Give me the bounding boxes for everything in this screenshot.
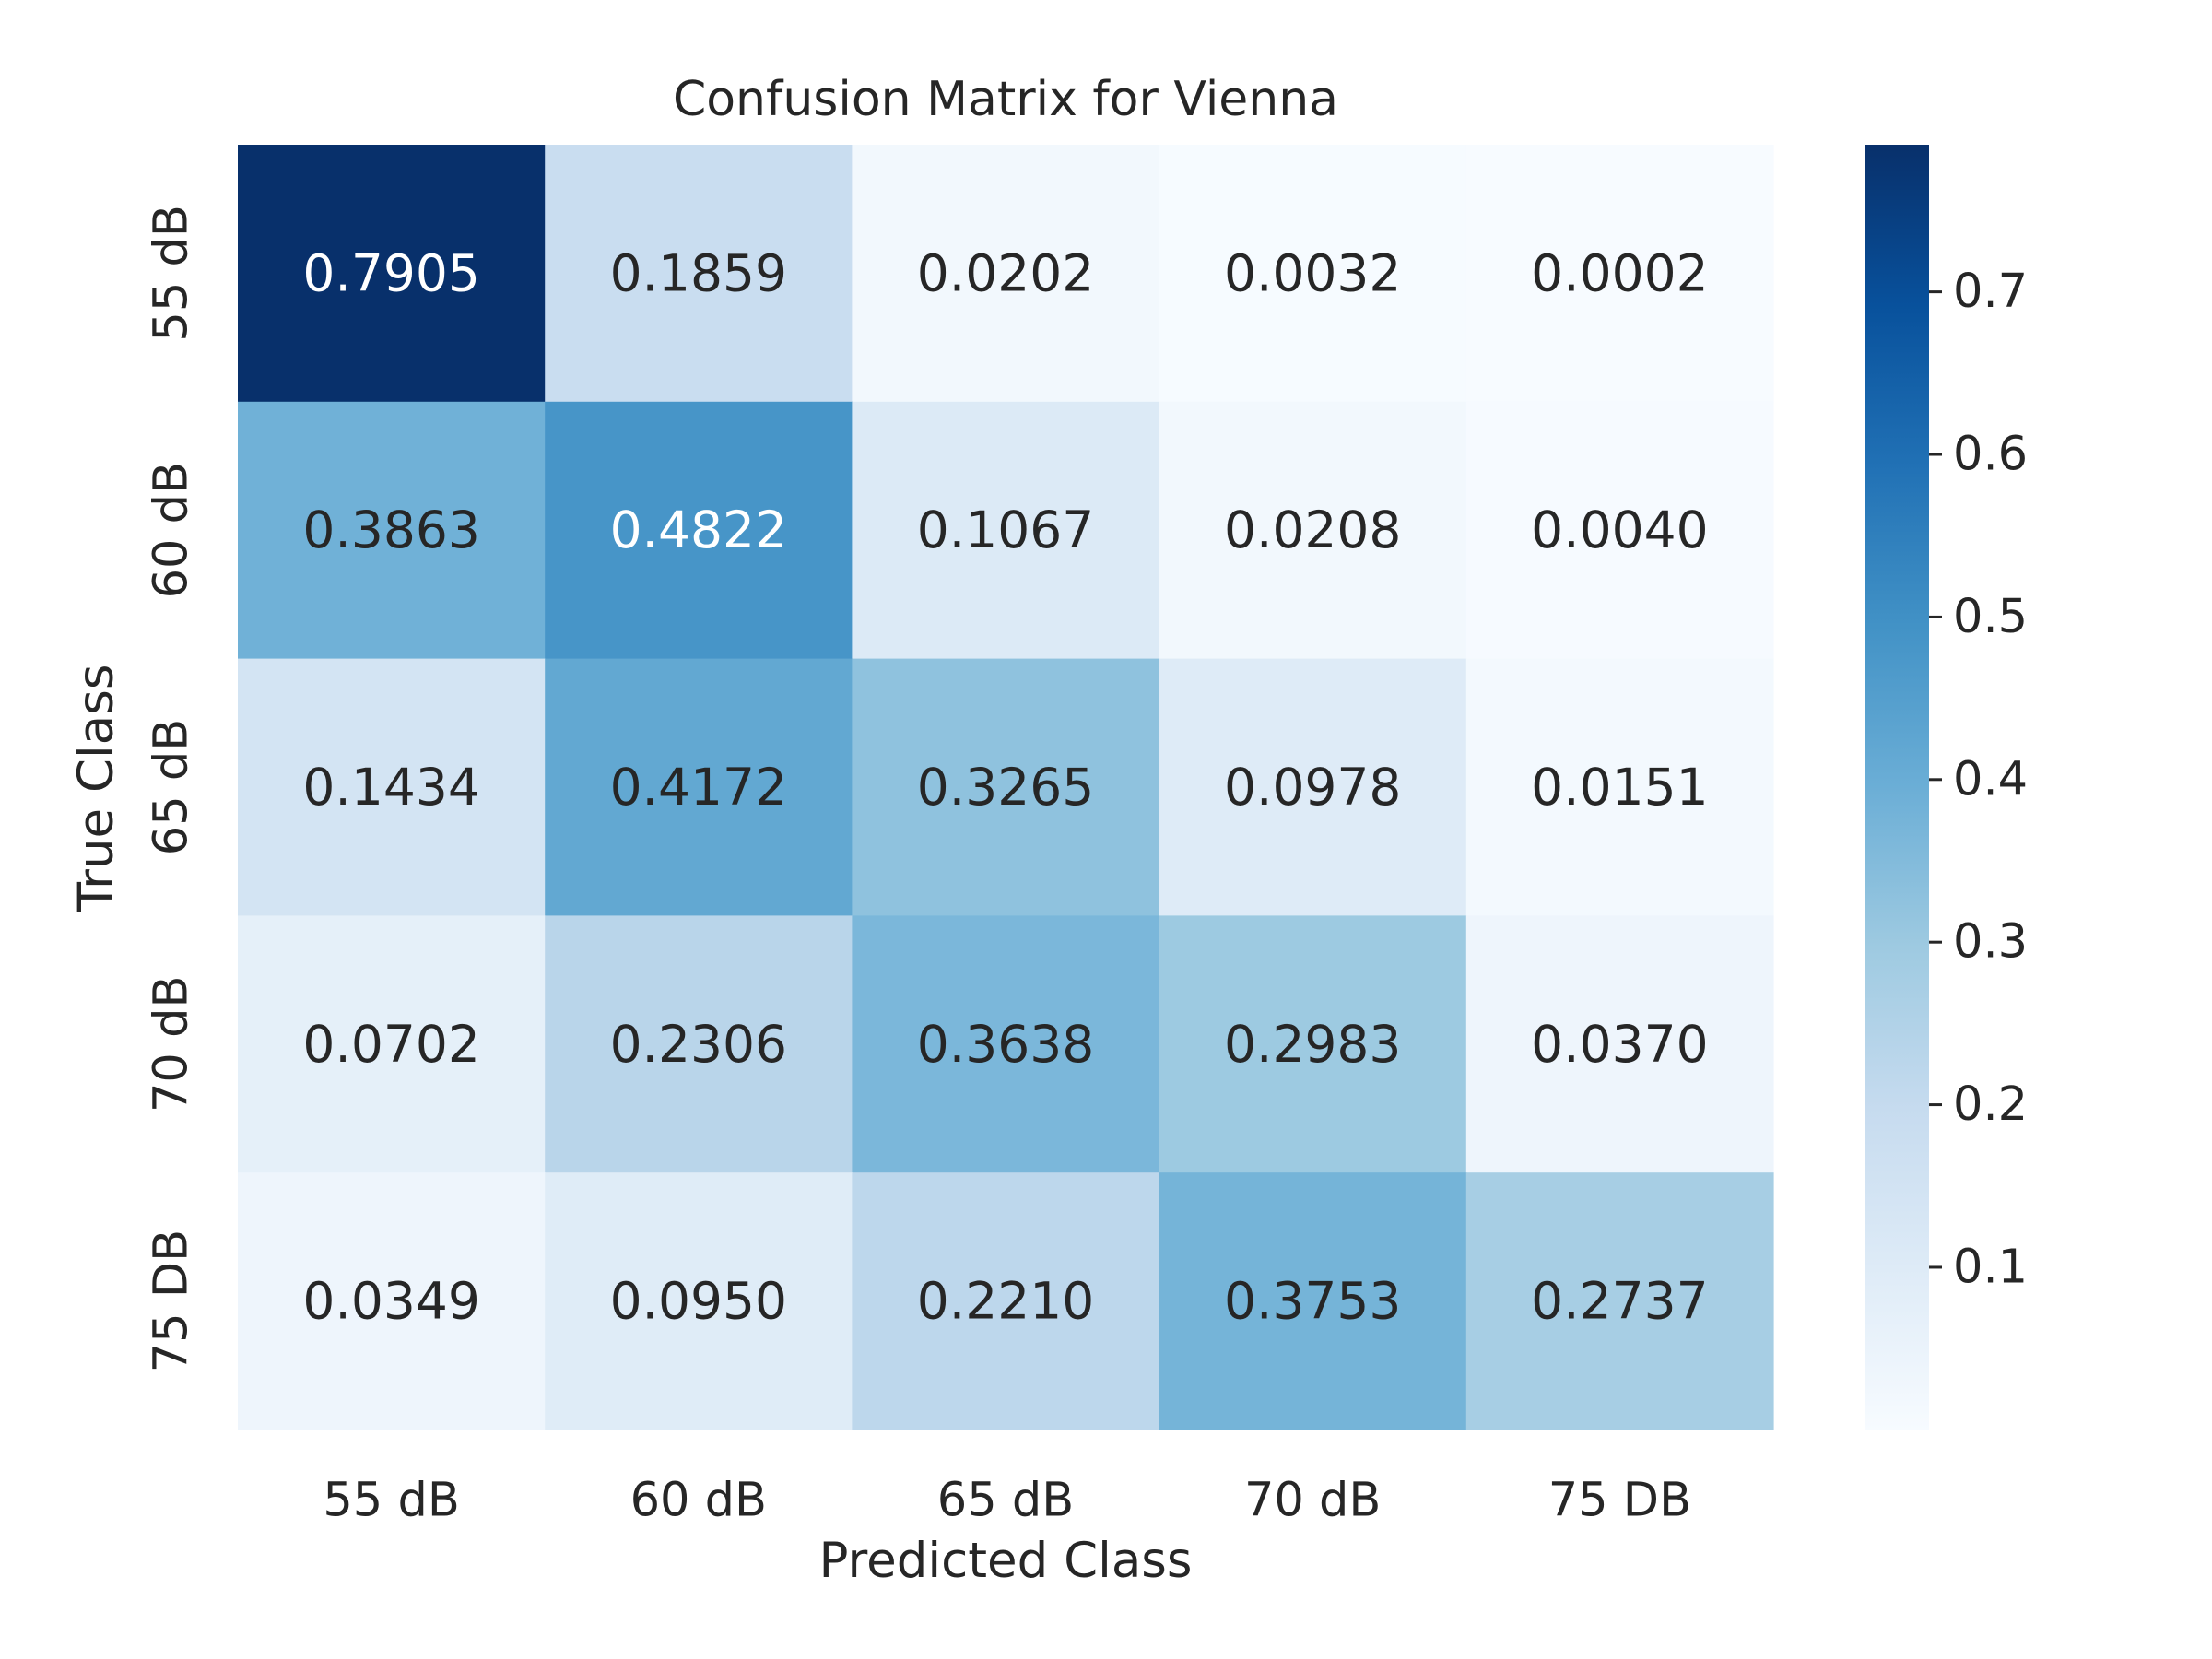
heatmap-cell-labels: 0.7905 0.1859 0.0202 0.0032 0.0002 0.3863 0.48… <box>302 243 1708 1330</box>
heatmap-cell <box>1465 658 1774 916</box>
cell-value-label: 0.2306 <box>610 1015 787 1074</box>
heatmap-cells <box>238 145 1774 1430</box>
x-tick-label: 60 dB <box>630 1474 767 1528</box>
y-tick-label: 60 dB <box>145 462 199 598</box>
cell-value-label: 0.0349 <box>302 1272 479 1331</box>
y-tick-label: 75 DB <box>145 1230 199 1372</box>
heatmap-cell <box>238 1172 546 1430</box>
heatmap-cell <box>545 1172 853 1430</box>
cell-value-label: 0.2983 <box>1224 1015 1401 1074</box>
cell-value-label: 0.3753 <box>1224 1272 1401 1331</box>
cell-value-label: 0.3265 <box>917 758 1094 817</box>
colorbar-tick-label: 0.5 <box>1953 590 2028 644</box>
colorbar-tick-label: 0.1 <box>1953 1240 2028 1294</box>
cell-value-label: 0.0032 <box>1224 243 1401 302</box>
y-axis-label: True Class <box>68 665 124 913</box>
heatmap-cell <box>852 1172 1160 1430</box>
heatmap-cell <box>238 401 546 660</box>
cell-value-label: 0.0040 <box>1531 500 1708 559</box>
cell-value-label: 0.0702 <box>302 1015 479 1074</box>
colorbar-tick-label: 0.2 <box>1953 1077 2028 1132</box>
heatmap-cell <box>852 915 1160 1173</box>
heatmap-cell <box>1465 1172 1774 1430</box>
heatmap-cell <box>852 658 1160 916</box>
heatmap-cell <box>1465 401 1774 660</box>
heatmap-cell <box>1159 401 1467 660</box>
colorbar <box>1865 145 1929 1430</box>
x-tick-label: 55 dB <box>323 1474 459 1528</box>
x-axis-label: Predicted Class <box>818 1533 1192 1589</box>
chart-title: Confusion Matrix for Vienna <box>673 72 1338 127</box>
cell-value-label: 0.0202 <box>917 243 1094 302</box>
cell-value-label: 0.4172 <box>610 758 787 817</box>
x-axis-ticks: 55 dB 60 dB 65 dB 70 dB 75 DB <box>323 1474 1691 1528</box>
heatmap-cell <box>545 145 853 403</box>
x-tick-label: 75 DB <box>1548 1474 1691 1528</box>
colorbar-tick-label: 0.3 <box>1953 915 2028 970</box>
heatmap-cell <box>1159 658 1467 916</box>
colorbar-ticks: 0.1 0.2 0.3 0.4 0.5 0.6 0.7 <box>1929 265 2028 1294</box>
colorbar-tick-label: 0.6 <box>1953 428 2028 482</box>
heatmap-cell <box>1465 145 1774 403</box>
heatmap-cell <box>238 915 546 1173</box>
cell-value-label: 0.2210 <box>917 1272 1094 1331</box>
y-tick-label: 65 dB <box>145 719 199 855</box>
heatmap-cell <box>1159 145 1467 403</box>
cell-value-label: 0.3863 <box>302 500 479 559</box>
cell-value-label: 0.2737 <box>1531 1272 1708 1331</box>
y-axis-ticks: 55 dB 60 dB 65 dB 70 dB 75 DB <box>145 205 199 1372</box>
heatmap-cell <box>852 401 1160 660</box>
cell-value-label: 0.1859 <box>610 243 787 302</box>
colorbar-tick-label: 0.7 <box>1953 265 2028 319</box>
y-tick-label: 55 dB <box>145 205 199 341</box>
cell-value-label: 0.0370 <box>1531 1015 1708 1074</box>
heatmap-cell <box>238 658 546 916</box>
heatmap-cell <box>238 145 546 403</box>
heatmap-cell <box>852 145 1160 403</box>
heatmap-cell <box>545 915 853 1173</box>
cell-value-label: 0.1434 <box>302 758 479 817</box>
x-tick-label: 70 dB <box>1244 1474 1381 1528</box>
heatmap-cell <box>545 401 853 660</box>
cell-value-label: 0.0978 <box>1224 758 1401 817</box>
cell-value-label: 0.7905 <box>302 243 479 302</box>
heatmap-cell <box>1159 1172 1467 1430</box>
cell-value-label: 0.3638 <box>917 1015 1094 1074</box>
heatmap-cell <box>1159 915 1467 1173</box>
cell-value-label: 0.4822 <box>610 500 787 559</box>
cell-value-label: 0.0208 <box>1224 500 1401 559</box>
cell-value-label: 0.0950 <box>610 1272 787 1331</box>
x-tick-label: 65 dB <box>937 1474 1074 1528</box>
cell-value-label: 0.1067 <box>917 500 1094 559</box>
heatmap-cell <box>1465 915 1774 1173</box>
heatmap-cell <box>545 658 853 916</box>
colorbar-tick-label: 0.4 <box>1953 752 2028 806</box>
cell-value-label: 0.0151 <box>1531 758 1708 817</box>
cell-value-label: 0.0002 <box>1531 243 1708 302</box>
y-tick-label: 70 dB <box>145 976 199 1112</box>
